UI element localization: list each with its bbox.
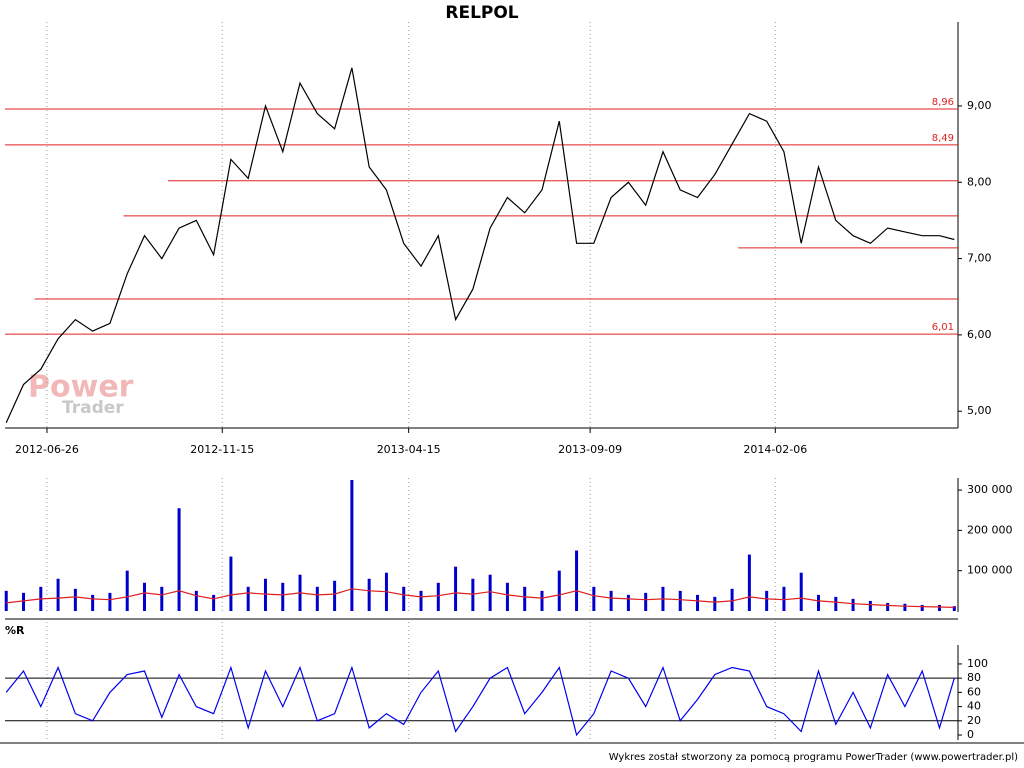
bar xyxy=(73,588,77,611)
level-label: 8,96 xyxy=(932,97,954,108)
y-tick-label: 7,00 xyxy=(967,252,992,265)
bar xyxy=(488,574,492,611)
panel-title: %R xyxy=(5,624,25,637)
series-line xyxy=(5,67,955,423)
y-tick-label: 0 xyxy=(967,728,974,741)
bar xyxy=(523,586,527,611)
bar xyxy=(851,598,855,611)
bar xyxy=(575,550,579,611)
moving-average xyxy=(6,588,955,608)
bar xyxy=(333,580,337,611)
x-tick-label: 2013-09-09 xyxy=(558,443,622,456)
level-label: 6,01 xyxy=(932,322,954,333)
bar xyxy=(937,604,941,611)
y-tick-label: 20 xyxy=(967,714,981,727)
y-tick-label: 9,00 xyxy=(967,99,992,112)
y-tick-label: 6,00 xyxy=(967,328,992,341)
y-tick-label: 40 xyxy=(967,700,981,713)
y-tick-label: 200 000 xyxy=(967,523,1013,536)
bar xyxy=(592,586,596,611)
bar xyxy=(229,556,233,611)
bar xyxy=(56,578,60,611)
bar xyxy=(194,590,198,611)
bar xyxy=(540,590,544,611)
bar xyxy=(212,594,216,611)
watermark: Power xyxy=(28,370,134,405)
bar xyxy=(834,596,838,611)
bar xyxy=(557,570,561,611)
bar xyxy=(142,582,146,611)
watermark: Trader xyxy=(62,398,124,418)
x-tick-label: 2012-11-15 xyxy=(190,443,254,456)
x-tick-label: 2014-02-06 xyxy=(743,443,807,456)
bar xyxy=(730,588,734,611)
bar xyxy=(108,592,112,611)
bar xyxy=(4,590,8,611)
bar xyxy=(281,582,285,611)
bar xyxy=(160,586,164,611)
footer: Wykres został stworzony za pomocą progra… xyxy=(609,752,1018,763)
bar xyxy=(471,578,475,611)
y-tick-label: 5,00 xyxy=(967,404,992,417)
chart-title: RELPOL xyxy=(445,3,518,23)
bar xyxy=(952,606,956,611)
y-tick-label: 100 xyxy=(967,657,988,670)
y-tick-label: 60 xyxy=(967,685,981,698)
bar xyxy=(868,600,872,611)
bar xyxy=(782,586,786,611)
bar xyxy=(246,586,250,611)
bar xyxy=(454,566,458,611)
bar xyxy=(263,578,267,611)
bar xyxy=(903,603,907,611)
bar xyxy=(419,590,423,611)
bar xyxy=(609,590,613,611)
bar xyxy=(713,596,717,611)
bar xyxy=(505,582,509,611)
bar xyxy=(626,594,630,611)
level-label: 8,49 xyxy=(932,133,954,144)
bar xyxy=(886,602,890,611)
bar xyxy=(315,586,319,611)
bar xyxy=(817,594,821,611)
bar xyxy=(125,570,129,611)
bar xyxy=(644,592,648,611)
bar xyxy=(920,604,924,611)
bar xyxy=(678,590,682,611)
series-line xyxy=(5,665,955,737)
y-tick-label: 8,00 xyxy=(967,175,992,188)
bar xyxy=(765,590,769,611)
bar xyxy=(177,508,181,611)
y-tick-label: 100 000 xyxy=(967,564,1013,577)
bar xyxy=(402,586,406,611)
bar xyxy=(436,582,440,611)
x-tick-label: 2013-04-15 xyxy=(377,443,441,456)
y-tick-label: 300 000 xyxy=(967,483,1013,496)
y-tick-label: 80 xyxy=(967,671,981,684)
bar xyxy=(696,594,700,611)
x-tick-label: 2012-06-26 xyxy=(15,443,79,456)
bar xyxy=(22,592,26,611)
bar xyxy=(350,480,354,611)
bar xyxy=(91,594,95,611)
bar xyxy=(747,554,751,611)
bar xyxy=(799,572,803,611)
bar xyxy=(367,578,371,611)
